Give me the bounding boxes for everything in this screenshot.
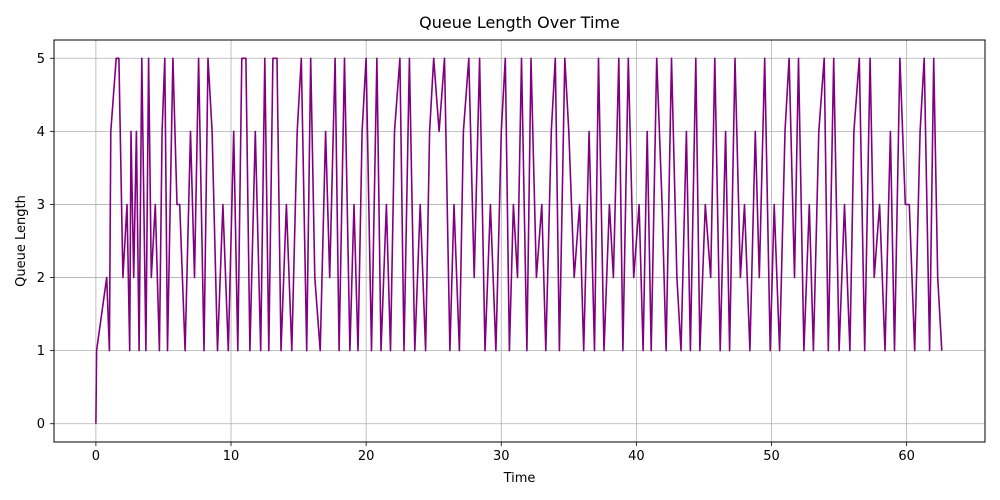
y-tick-label: 3 [37, 198, 45, 213]
x-tick-label: 10 [223, 449, 240, 464]
x-tick-label: 60 [898, 449, 915, 464]
y-tick-label: 4 [37, 125, 45, 140]
x-tick-label: 40 [628, 449, 645, 464]
x-tick-label: 50 [763, 449, 780, 464]
x-tick-label: 0 [92, 449, 100, 464]
axis-ticks: 0 10 20 30 40 50 60 0 1 2 3 4 5 [37, 52, 915, 464]
plot-frame [53, 39, 986, 443]
y-tick-label: 1 [37, 344, 45, 359]
x-tick-label: 30 [493, 449, 510, 464]
y-tick-label: 2 [37, 271, 45, 286]
chart-title: Queue Length Over Time [419, 13, 620, 32]
series-line [95, 57, 943, 424]
series-layer [95, 57, 943, 424]
y-axis-label: Queue Length [14, 195, 29, 287]
y-tick-label: 0 [37, 417, 45, 432]
x-tick-label: 20 [358, 449, 375, 464]
y-tick-label: 5 [37, 52, 45, 67]
x-axis-label: Time [503, 471, 536, 486]
